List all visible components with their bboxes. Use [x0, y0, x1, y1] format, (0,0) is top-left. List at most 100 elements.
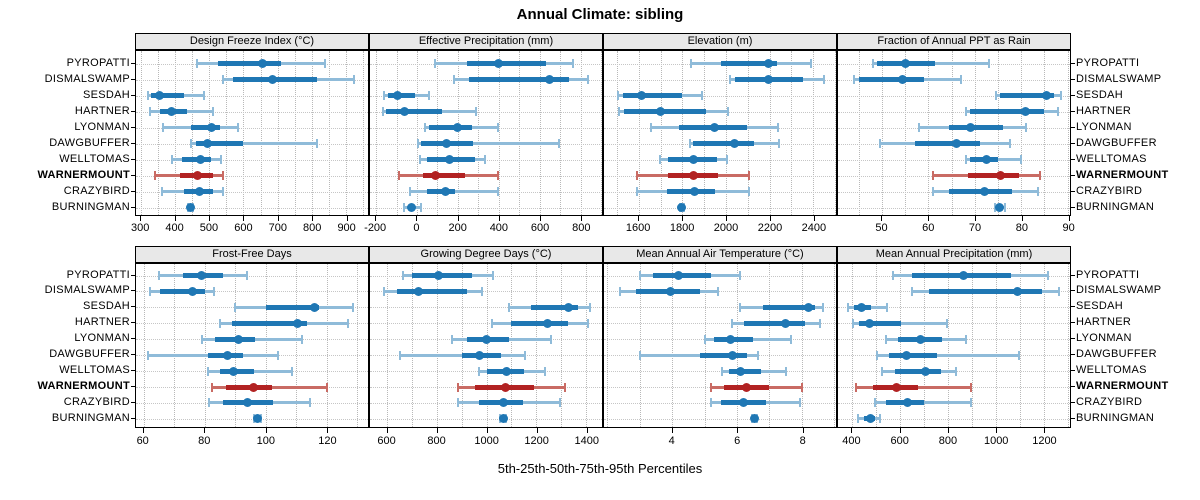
median-dot [965, 123, 975, 133]
whisker-cap [878, 414, 881, 424]
whisker-cap [618, 107, 621, 117]
v-gridline [660, 51, 662, 215]
iqr-bar-25-75 [217, 61, 281, 67]
median-dot [709, 123, 719, 133]
median-dot [257, 59, 267, 69]
panel-header-mean-annual-precipitation-mm: Mean Annual Precipitation (mm) [837, 246, 1071, 263]
v-gridline [737, 264, 739, 427]
x-tick-label: 400 [489, 222, 509, 234]
whisker-cap [918, 123, 921, 133]
row-tick [131, 110, 135, 112]
iqr-bar-25-75 [743, 320, 806, 326]
whisker-cap [420, 203, 423, 213]
v-gridline [561, 264, 563, 427]
median-dot [901, 350, 911, 360]
iqr-bar-25-75 [160, 288, 205, 294]
h-gridline [136, 291, 368, 293]
median-dot [233, 334, 243, 344]
whisker-cap [189, 139, 192, 149]
row-tick [1071, 386, 1075, 387]
v-gridline [539, 51, 541, 215]
x-tick-label: 1400 [574, 435, 599, 447]
v-gridline [882, 51, 884, 215]
site-label-right: LYONMAN [1076, 120, 1132, 133]
site-label-left: PYROPATTI [66, 268, 130, 281]
whisker-cap [397, 171, 400, 181]
whisker-cap [619, 286, 622, 296]
v-gridline [876, 264, 878, 427]
median-dot [542, 318, 552, 328]
v-gridline [235, 264, 237, 427]
median-dot [898, 75, 908, 85]
median-dot [167, 107, 177, 117]
median-dot [865, 414, 875, 424]
whisker-cap [550, 334, 553, 344]
x-tick [928, 216, 930, 221]
median-dot [735, 366, 745, 376]
row-tick [1071, 290, 1075, 292]
whisker-cap [496, 171, 499, 181]
whisker-cap [218, 318, 221, 328]
x-tick-label: 700 [268, 222, 287, 234]
row-tick [1071, 190, 1075, 192]
median-dot [499, 398, 509, 408]
v-gridline [387, 264, 389, 427]
x-tick [996, 428, 998, 433]
iqr-bar-25-75 [190, 125, 220, 131]
whisker-cap [558, 398, 561, 408]
iqr-bar-25-75 [970, 109, 1045, 115]
whisker-cap [932, 171, 935, 181]
median-dot [223, 350, 233, 360]
iqr-bar-25-75 [469, 77, 570, 83]
site-label-right: HARTNER [1076, 104, 1132, 117]
iqr-bar-25-75 [531, 304, 579, 310]
x-tick [1044, 428, 1046, 433]
h-gridline [604, 418, 836, 420]
x-tick [682, 216, 684, 221]
whisker-cap [558, 139, 561, 149]
v-gridline [536, 264, 538, 427]
whisker-cap [457, 398, 460, 408]
v-gridline [345, 51, 347, 215]
median-dot [902, 398, 912, 408]
whisker-cap [874, 398, 877, 408]
x-tick [947, 428, 949, 433]
site-label-right: WARNERMOUNT [1076, 380, 1169, 392]
site-label-left: WARNERMOUNT [37, 168, 130, 181]
iqr-bar-25-75 [1000, 93, 1054, 99]
v-gridline [801, 264, 803, 427]
h-gridline [370, 418, 602, 420]
x-tick-label: 800 [938, 435, 958, 447]
site-label-right: CRAZYBIRD [1076, 184, 1143, 197]
whisker-cap [690, 59, 693, 69]
row-tick [1071, 78, 1075, 80]
x-axis-caption: 5th-25th-50th-75th-95th Percentiles [497, 461, 703, 476]
iqr-bar-25-75 [693, 141, 755, 147]
site-label-left: DISMALSWAMP [44, 72, 130, 85]
median-dot [892, 382, 902, 392]
x-tick-label: 2000 [713, 222, 739, 234]
x-tick [457, 216, 459, 221]
iqr-bar-25-75 [386, 109, 442, 115]
median-dot [441, 187, 451, 197]
whisker-cap [220, 155, 223, 165]
v-gridline [486, 264, 488, 427]
site-label-right: PYROPATTI [1076, 56, 1140, 69]
median-dot [445, 155, 455, 165]
v-gridline [260, 51, 262, 215]
median-dot [196, 155, 206, 165]
site-label-left: PYROPATTI [66, 56, 130, 69]
iqr-bar-25-75 [858, 77, 924, 83]
whisker-cap [892, 271, 894, 280]
x-tick-label: 1000 [474, 435, 499, 447]
whisker-cap [876, 350, 879, 360]
row-tick [1071, 142, 1075, 144]
site-label-right: SESDAH [1076, 88, 1124, 101]
site-label-left: CRAZYBIRD [63, 184, 130, 197]
whisker-cap [408, 187, 411, 197]
site-label-left: WELLTOMAS [59, 152, 130, 165]
median-dot [453, 123, 463, 133]
whisker-cap [778, 139, 781, 149]
iqr-bar-25-75 [232, 320, 307, 326]
